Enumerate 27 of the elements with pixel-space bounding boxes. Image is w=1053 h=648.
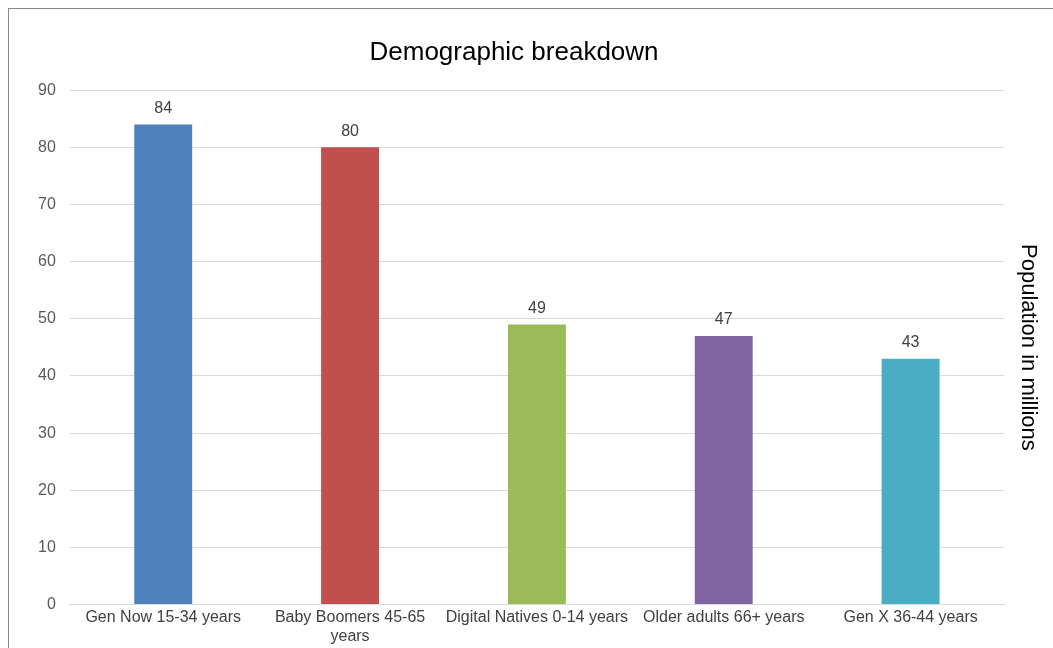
data-label: 80 <box>341 121 360 139</box>
data-label: 49 <box>528 298 546 316</box>
bar <box>134 124 193 605</box>
y-tick-label: 70 <box>38 194 56 212</box>
data-label: 43 <box>901 333 920 351</box>
x-tick-label: Digital Natives 0-14 years <box>445 607 629 625</box>
y-tick-label: 40 <box>38 366 56 384</box>
bar <box>881 358 940 605</box>
data-label: 47 <box>714 310 733 328</box>
y-tick-label: 30 <box>38 423 56 441</box>
y-tick-label: 50 <box>38 309 56 327</box>
y-tick-label: 80 <box>38 137 56 155</box>
y-tick-label: 10 <box>38 537 56 555</box>
y-tick-label: 90 <box>38 80 56 98</box>
y-tick-label: 20 <box>38 480 56 498</box>
y-tick-label: 60 <box>38 252 56 270</box>
chart-title: Demographic breakdown <box>369 35 659 66</box>
x-tick-label: Older adults 66+ years <box>643 607 805 625</box>
data-label: 84 <box>154 98 173 116</box>
x-tick-label: Gen Now 15-34 years <box>85 607 242 625</box>
x-tick-label: Baby Boomers 45-65 years <box>274 607 426 644</box>
y-tick-label: 0 <box>46 595 56 613</box>
bar <box>694 335 753 605</box>
bar <box>507 324 566 605</box>
x-tick-label: Gen X 36-44 years <box>843 607 978 625</box>
y-axis-title: Population in millions <box>1016 244 1042 451</box>
bar <box>321 147 380 605</box>
